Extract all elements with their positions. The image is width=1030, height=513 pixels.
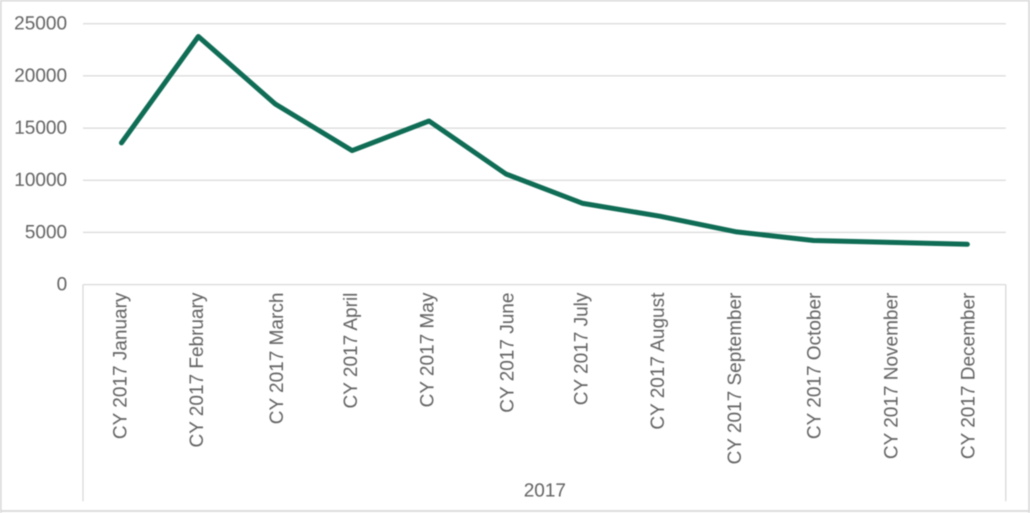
svg-text:25000: 25000 <box>14 13 67 34</box>
svg-text:CY 2017 July: CY 2017 July <box>571 292 592 405</box>
svg-text:CY 2017 January: CY 2017 January <box>110 292 131 439</box>
svg-text:0: 0 <box>57 274 68 295</box>
svg-text:CY 2017 October: CY 2017 October <box>805 292 826 439</box>
svg-text:20000: 20000 <box>14 66 67 87</box>
svg-text:CY 2017 February: CY 2017 February <box>187 292 208 447</box>
svg-text:CY 2017 June: CY 2017 June <box>497 293 518 413</box>
svg-text:CY 2017 April: CY 2017 April <box>341 293 362 409</box>
svg-text:CY 2017 March: CY 2017 March <box>267 293 288 425</box>
svg-text:10000: 10000 <box>14 170 67 191</box>
svg-text:CY 2017 September: CY 2017 September <box>725 292 746 464</box>
svg-text:15000: 15000 <box>14 118 67 139</box>
svg-text:5000: 5000 <box>25 222 67 243</box>
svg-text:CY 2017 August: CY 2017 August <box>648 292 669 430</box>
svg-text:CY 2017 May: CY 2017 May <box>418 292 439 407</box>
svg-text:CY 2017 November: CY 2017 November <box>882 292 903 459</box>
svg-text:CY 2017 December: CY 2017 December <box>958 292 979 459</box>
svg-text:2017: 2017 <box>524 481 566 502</box>
